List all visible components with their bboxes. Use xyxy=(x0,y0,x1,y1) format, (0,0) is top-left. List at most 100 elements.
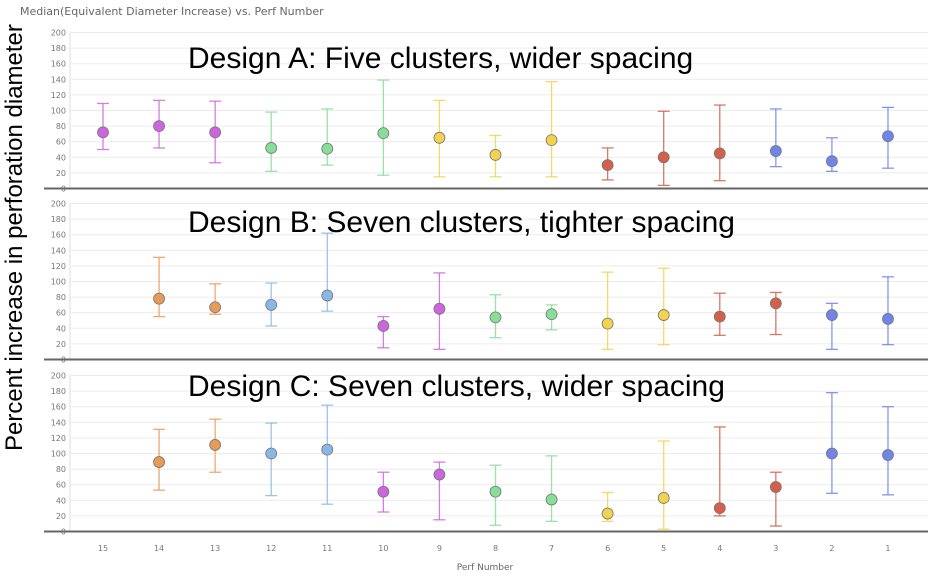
error-bar xyxy=(545,455,558,523)
y-tick-label: 200 xyxy=(51,200,66,209)
panel-title: Design C: Seven clusters, wider spacing xyxy=(188,370,725,403)
x-tick-label: 6 xyxy=(605,544,610,553)
y-tick-label: 140 xyxy=(51,246,66,255)
y-tick-label: 80 xyxy=(56,465,66,474)
data-point[interactable] xyxy=(321,443,334,456)
data-point[interactable] xyxy=(545,493,558,506)
data-point[interactable] xyxy=(433,131,446,144)
y-tick-label: 160 xyxy=(51,231,66,240)
data-point[interactable] xyxy=(153,120,165,132)
data-point[interactable] xyxy=(209,301,222,314)
y-tick-label: 160 xyxy=(51,60,66,69)
y-tick-label: 40 xyxy=(56,496,66,505)
data-point[interactable] xyxy=(321,142,334,155)
x-tick-label: 10 xyxy=(378,544,388,553)
y-tick-label: 60 xyxy=(56,481,66,490)
data-point[interactable] xyxy=(489,149,502,161)
x-tick-label: 3 xyxy=(773,544,778,553)
y-tick-label: 80 xyxy=(56,122,66,131)
y-tick-label: 40 xyxy=(56,153,66,162)
y-tick-label: 20 xyxy=(56,512,66,521)
chart-title: Median(Equivalent Diameter Increase) vs.… xyxy=(20,5,324,18)
error-bar xyxy=(769,471,782,527)
error-bar xyxy=(881,276,894,346)
data-point[interactable] xyxy=(209,439,222,451)
data-point[interactable] xyxy=(882,313,894,325)
panel-3: 020406080100120140160180200Design C: Sev… xyxy=(44,370,928,537)
panel-2: 020406080100120140160180200Design B: Sev… xyxy=(44,200,928,365)
y-tick-label: 160 xyxy=(51,403,66,412)
data-point[interactable] xyxy=(769,145,782,157)
error-bar xyxy=(657,267,670,346)
data-point[interactable] xyxy=(826,447,838,460)
data-point[interactable] xyxy=(545,134,558,147)
error-bar xyxy=(769,108,782,168)
data-point[interactable] xyxy=(601,159,614,172)
data-point[interactable] xyxy=(826,309,838,321)
data-point[interactable] xyxy=(489,485,502,498)
x-axis-label: Perf Number xyxy=(456,563,514,573)
data-point[interactable] xyxy=(601,507,614,520)
y-tick-label: 180 xyxy=(51,215,66,224)
y-tick-label: 120 xyxy=(51,262,66,271)
data-point[interactable] xyxy=(377,320,390,332)
data-point[interactable] xyxy=(826,155,838,168)
data-point[interactable] xyxy=(713,502,726,515)
error-bar xyxy=(153,256,166,318)
panel-1: 020406080100120140160180200Design A: Fiv… xyxy=(44,29,928,194)
data-point[interactable] xyxy=(769,481,782,493)
panel-title: Design A: Five clusters, wider spacing xyxy=(188,42,693,75)
data-point[interactable] xyxy=(769,297,782,310)
data-point[interactable] xyxy=(377,127,390,140)
panel-title: Design B: Seven clusters, tighter spacin… xyxy=(188,206,735,239)
y-tick-label: 80 xyxy=(56,293,66,302)
data-point[interactable] xyxy=(97,126,109,139)
x-tick-label: 9 xyxy=(437,544,442,553)
data-point[interactable] xyxy=(713,147,726,160)
data-point[interactable] xyxy=(601,317,614,330)
y-tick-label: 100 xyxy=(51,450,66,459)
error-bar xyxy=(657,110,670,187)
data-point[interactable] xyxy=(433,468,446,481)
data-point[interactable] xyxy=(489,311,502,324)
x-tick-label: 11 xyxy=(322,544,332,553)
y-tick-label: 140 xyxy=(51,418,66,427)
data-point[interactable] xyxy=(265,447,278,460)
x-tick-label: 15 xyxy=(98,544,108,553)
y-tick-label: 20 xyxy=(56,169,66,178)
error-bar xyxy=(713,426,726,517)
data-point[interactable] xyxy=(153,292,165,305)
error-bar xyxy=(265,111,278,172)
error-bar xyxy=(545,80,558,178)
data-point[interactable] xyxy=(657,492,670,504)
data-point[interactable] xyxy=(433,302,446,315)
y-tick-label: 60 xyxy=(56,309,66,318)
x-tick-label: 5 xyxy=(661,544,666,553)
y-tick-label: 120 xyxy=(51,434,66,443)
data-point[interactable] xyxy=(153,456,165,468)
error-bar xyxy=(321,108,334,166)
data-point[interactable] xyxy=(265,142,278,154)
data-point[interactable] xyxy=(377,485,390,498)
error-bar xyxy=(657,440,670,530)
data-point[interactable] xyxy=(321,289,334,302)
data-point[interactable] xyxy=(657,151,670,164)
data-point[interactable] xyxy=(545,308,558,321)
data-point[interactable] xyxy=(882,449,894,461)
y-tick-label: 20 xyxy=(56,340,66,349)
data-point[interactable] xyxy=(657,309,670,321)
x-tick-label: 14 xyxy=(154,544,164,553)
y-tick-label: 180 xyxy=(51,387,66,396)
data-point[interactable] xyxy=(209,126,222,139)
x-tick-label: 2 xyxy=(829,544,834,553)
y-tick-label: 100 xyxy=(51,278,66,287)
error-bar xyxy=(825,392,838,494)
data-point[interactable] xyxy=(713,310,726,323)
y-tick-label: 120 xyxy=(51,91,66,100)
y-tick-label: 100 xyxy=(51,107,66,116)
data-point[interactable] xyxy=(265,298,278,311)
x-tick-label: 13 xyxy=(210,544,220,553)
y-tick-label: 180 xyxy=(51,44,66,53)
error-bar xyxy=(601,271,614,351)
data-point[interactable] xyxy=(882,130,894,143)
